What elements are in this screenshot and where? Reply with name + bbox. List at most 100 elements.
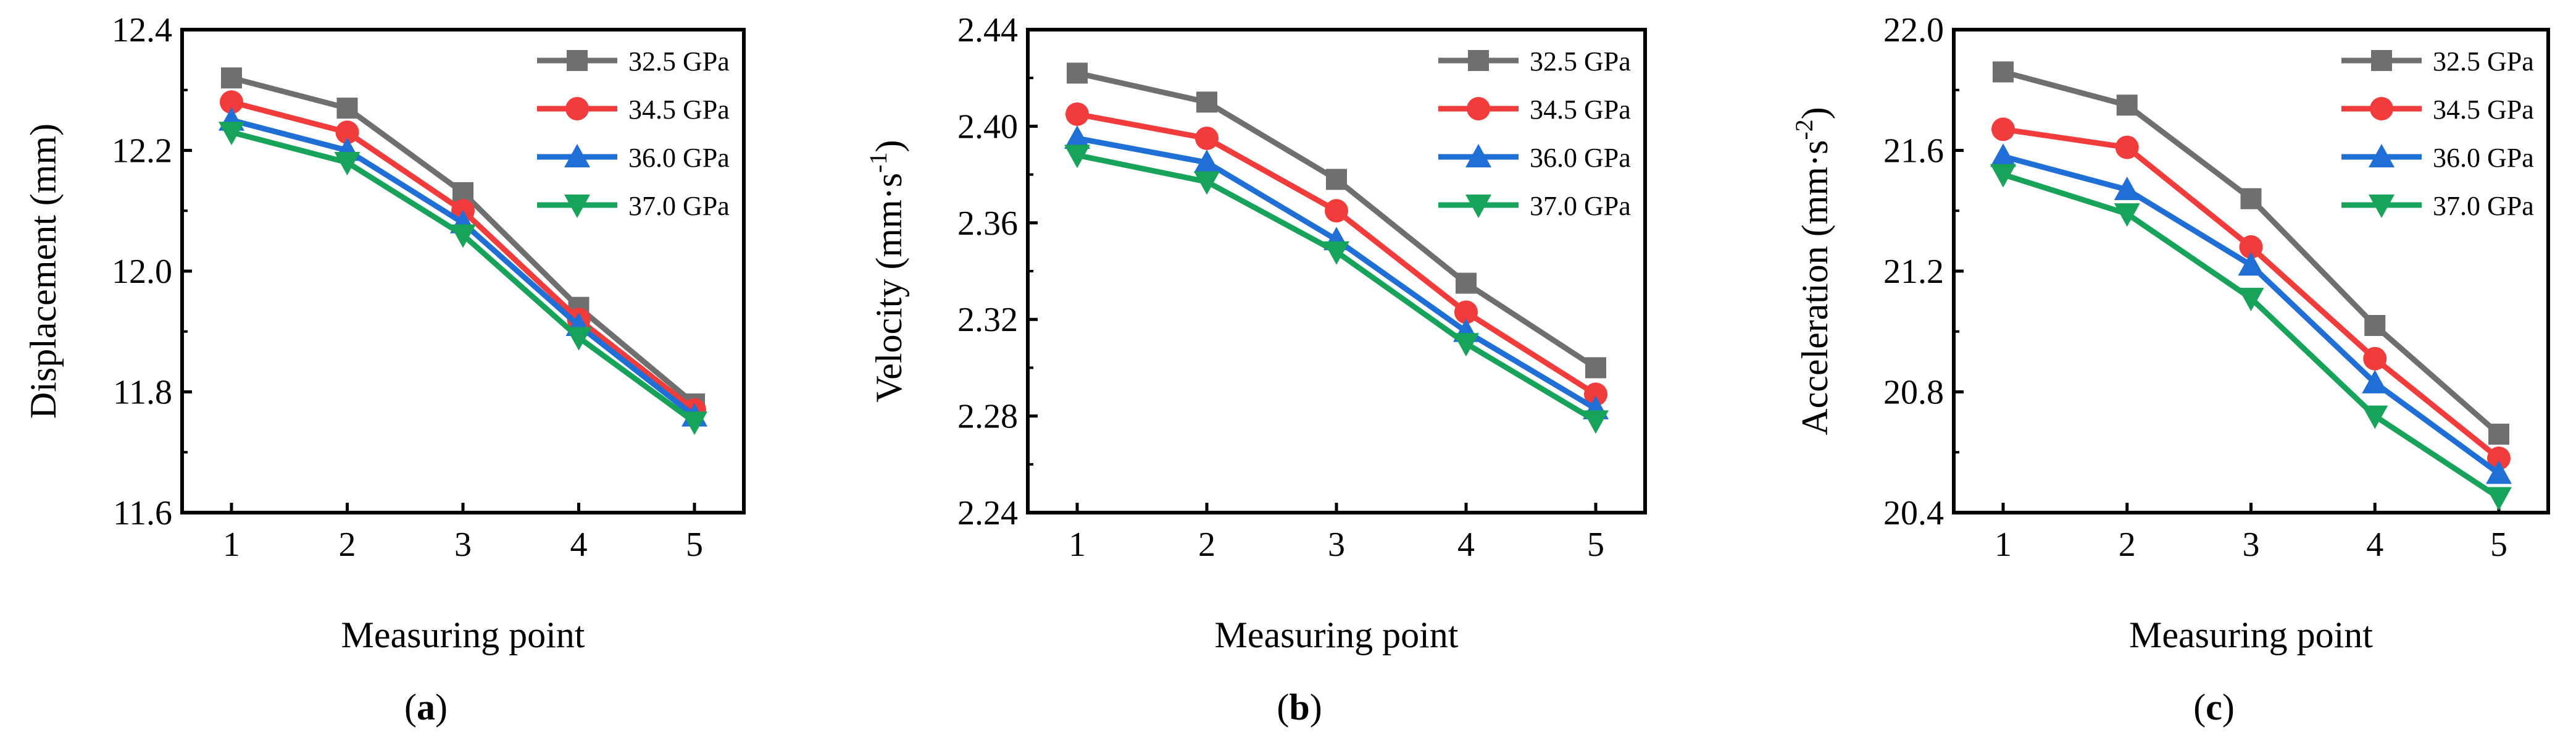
x-tick-label: 3 [2243,526,2260,564]
data-point [2240,188,2262,209]
data-point [220,90,243,114]
panel-label: (b) [1277,687,1322,728]
data-point [2239,235,2263,259]
x-tick-label: 5 [2490,526,2507,564]
chart-panel-b: 2.24 2.28 2.32 2.36 2.40 2.44 1 2 3 4 5 Measuring p… [864,11,1647,728]
chart-panel-a: 11.6 11.8 12.0 12.2 12.4 1 2 3 4 5 Measuring point… [23,11,746,728]
data-point [2238,287,2264,311]
legend-label: 36.0 GPa [628,143,730,173]
data-point [1990,143,2016,167]
legend-marker [565,97,589,120]
data-point [2488,423,2509,445]
y-axis-title-main: Displacement (mm) [23,124,64,419]
legend-label: 34.5 GPa [628,94,730,125]
x-tick-label: 4 [1457,526,1475,564]
y-axis-title-superscript: -2 [1790,119,1818,140]
legend-label: 34.5 GPa [2433,94,2534,125]
y-tick-label: 2.44 [957,11,1018,49]
data-point [2487,447,2511,471]
data-point [450,224,476,248]
data-point [334,152,361,176]
x-tick-label: 5 [1587,526,1604,564]
data-point [1453,333,1479,357]
y-axis-title-superscript: -1 [864,153,892,173]
legend-marker [567,50,588,71]
data-point [682,411,707,435]
data-point [2115,135,2139,159]
legend-marker [2369,144,2395,167]
data-point [2364,314,2386,336]
legend-marker [1465,144,1491,167]
data-point [1065,102,1089,126]
x-tick-label: 2 [339,526,356,564]
data-point [1583,410,1609,434]
data-point [2114,203,2140,227]
legend-label: 34.5 GPa [1530,94,1631,125]
series-line-37-0-GPa [1077,152,1598,424]
y-axis-title: Velocity (mm·s-1) [864,140,909,403]
series-line-37-0-GPa [2002,172,2501,500]
data-point [1456,272,1477,294]
data-point [1195,126,1219,150]
data-point [1585,357,1606,379]
y-tick-label: 2.36 [957,204,1018,243]
data-point [2486,460,2512,484]
y-tick-label: 11.6 [113,494,172,532]
data-point [1325,199,1348,223]
data-point [1993,61,2014,83]
data-point [219,122,244,146]
data-point [1323,241,1349,265]
panel-label: (c) [2193,687,2235,728]
y-tick-label: 20.8 [1883,374,1944,412]
y-tick-label: 11.8 [113,374,172,412]
data-point [335,120,359,145]
x-axis-title: Measuring point [341,615,585,655]
data-point [565,327,592,351]
legend-label: 32.5 GPa [628,46,730,77]
data-point [2116,94,2138,116]
legend-marker [2369,195,2395,218]
x-axis-title: Measuring point [1215,615,1459,655]
y-tick-label: 2.24 [957,494,1018,532]
panel-label-letter: a [417,687,435,728]
legend-label: 32.5 GPa [1530,46,1631,77]
panel-label: (a) [404,687,448,728]
data-point [2486,487,2512,511]
panel-label-letter: b [1289,687,1309,728]
y-tick-label: 12.0 [112,253,172,291]
data-point [2238,252,2264,276]
legend-marker [1465,195,1491,218]
legend-marker [564,144,590,167]
data-point [2114,177,2140,201]
data-point [1584,382,1607,406]
data-point [1990,164,2016,188]
y-axis-title-end: ) [1794,107,1835,119]
y-tick-label: 21.6 [1883,132,1944,170]
legend-label: 36.0 GPa [2433,143,2534,173]
data-point [1067,62,1088,84]
data-point [2362,405,2388,429]
x-tick-label: 1 [1069,526,1086,564]
y-axis-title-main: Velocity (mm·s [869,173,909,403]
y-tick-label: 20.4 [1883,494,1944,532]
y-axis-title-main: Acceleration (mm·s [1794,140,1835,435]
data-point [221,67,242,89]
data-point [2363,346,2387,371]
data-point [1196,91,1217,113]
data-point [336,98,358,119]
legend-label: 32.5 GPa [2433,46,2534,77]
data-point [1064,145,1090,169]
y-tick-label: 12.2 [112,132,172,170]
chart-panel-c: 20.4 20.8 21.2 21.6 22.0 1 2 3 4 5 Measuring point… [1790,11,2550,728]
y-tick-label: 12.4 [112,11,172,49]
legend-marker [564,195,590,218]
legend-marker [1468,50,1489,71]
data-point [1194,171,1220,195]
x-tick-label: 4 [570,526,588,564]
x-tick-label: 3 [1328,526,1345,564]
x-tick-label: 5 [686,526,703,564]
x-tick-label: 1 [223,526,240,564]
panel-label-letter: c [2206,687,2222,728]
x-axis-title: Measuring point [2129,615,2373,655]
